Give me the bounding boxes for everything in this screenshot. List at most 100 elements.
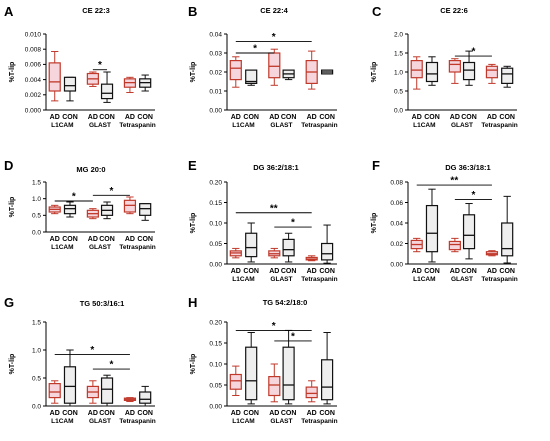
box-2 <box>63 349 77 407</box>
box-body <box>63 366 77 404</box>
y-tick-label: 0.5 <box>32 375 41 382</box>
box-3 <box>86 208 99 220</box>
box-4 <box>462 50 476 86</box>
y-tick-label: 1.5 <box>32 319 41 326</box>
chart-title: TG 54:2/18:0 <box>263 298 308 307</box>
x-tick-label: AD <box>269 114 279 121</box>
y-tick-label: 0.00 <box>209 107 222 114</box>
box-2 <box>245 69 258 86</box>
box-3 <box>448 58 461 84</box>
box-6 <box>139 385 152 407</box>
box-body <box>48 383 61 399</box>
group-label: L1CAM <box>232 122 254 129</box>
x-tick-label: CON <box>281 114 297 121</box>
box-5 <box>123 196 137 215</box>
x-tick-label: AD <box>487 268 497 275</box>
y-tick-label: 0.00 <box>390 261 403 268</box>
box-4 <box>462 203 476 260</box>
y-tick-label: 1.0 <box>32 196 41 203</box>
x-tick-label: CON <box>99 410 115 417</box>
y-tick-label: 0.08 <box>390 179 403 186</box>
x-tick-label: AD <box>269 410 279 417</box>
group-label: GLAST <box>89 244 111 251</box>
significance-mark: * <box>72 192 76 203</box>
box-4 <box>100 71 114 103</box>
y-tick-label: 0.04 <box>209 31 222 38</box>
y-tick-label: 0.5 <box>394 88 403 95</box>
y-tick-label: 0.0 <box>32 229 41 236</box>
box-4 <box>282 329 295 405</box>
box-6 <box>501 65 514 88</box>
box-2 <box>63 201 77 218</box>
box-1 <box>229 56 242 88</box>
y-tick-label: 0.00 <box>209 403 222 410</box>
y-tick-label: 0.0 <box>394 107 403 114</box>
group-label: GLAST <box>89 122 111 129</box>
y-tick-label: 0.06 <box>390 200 403 207</box>
y-tick-label: 0.002 <box>25 92 42 99</box>
significance-mark: ** <box>450 176 458 187</box>
box-5 <box>123 76 137 94</box>
box-body <box>229 59 242 81</box>
box-body <box>48 62 61 92</box>
group-label: Tetraspanin <box>119 122 155 129</box>
box-3 <box>86 380 99 404</box>
panel-label: A <box>4 4 14 19</box>
y-tick-label: 0.15 <box>209 200 222 207</box>
x-tick-label: AD <box>88 410 98 417</box>
box-6 <box>139 203 152 221</box>
significance-mark: * <box>272 32 276 43</box>
significance-mark: ** <box>270 203 278 214</box>
panel-label: D <box>4 158 13 173</box>
x-tick-label: AD <box>231 410 241 417</box>
box-6 <box>321 69 334 75</box>
box-body <box>282 238 295 257</box>
x-tick-label: CON <box>243 114 259 121</box>
box-4 <box>282 69 295 81</box>
box-body <box>501 222 514 257</box>
box-body <box>425 61 439 83</box>
box-body <box>268 52 281 79</box>
box-3 <box>86 71 99 87</box>
chart-title: CE 22:4 <box>260 6 288 15</box>
box-body <box>100 83 114 100</box>
box-body <box>501 67 514 84</box>
group-label: Tetraspanin <box>481 276 517 283</box>
box-4 <box>282 232 295 263</box>
x-tick-label: AD <box>125 114 135 121</box>
y-axis-label: %T-lip <box>9 197 16 218</box>
x-tick-label: AD <box>88 236 98 243</box>
x-tick-label: AD <box>125 410 135 417</box>
group-label: Tetraspanin <box>301 122 337 129</box>
group-label: L1CAM <box>51 418 73 425</box>
x-tick-label: CON <box>424 114 440 121</box>
group-label: L1CAM <box>413 122 435 129</box>
x-tick-label: CON <box>99 236 115 243</box>
y-tick-label: 0.15 <box>209 340 222 347</box>
significance-mark: * <box>291 218 295 229</box>
y-tick-label: 0.5 <box>32 213 41 220</box>
x-tick-label: CON <box>319 114 335 121</box>
box-1 <box>48 204 61 215</box>
box-body <box>139 391 152 404</box>
group-label: GLAST <box>89 418 111 425</box>
panel-f: F DG 36:3/18:1 0.00 0.02 0.04 0.06 0.08 %T-lip A… <box>371 158 518 283</box>
significance-mark: * <box>291 331 295 342</box>
x-tick-label: CON <box>243 410 259 417</box>
y-tick-label: 0.20 <box>209 179 222 186</box>
y-tick-label: 0.004 <box>25 77 42 84</box>
y-axis-label: %T-lip <box>371 62 378 83</box>
panel-a: A CE 22:3 0.000 0.002 0.004 0.006 0.008 0.010 %T… <box>4 4 156 129</box>
y-tick-label: 0.05 <box>209 241 222 248</box>
significance-mark: * <box>98 60 102 71</box>
y-tick-label: 0.01 <box>209 88 222 95</box>
chart-title: DG 36:2/18:1 <box>253 163 298 172</box>
y-axis-label: %T-lip <box>190 62 197 83</box>
box-5 <box>305 50 318 90</box>
chart-title: MG 20:0 <box>76 165 105 174</box>
